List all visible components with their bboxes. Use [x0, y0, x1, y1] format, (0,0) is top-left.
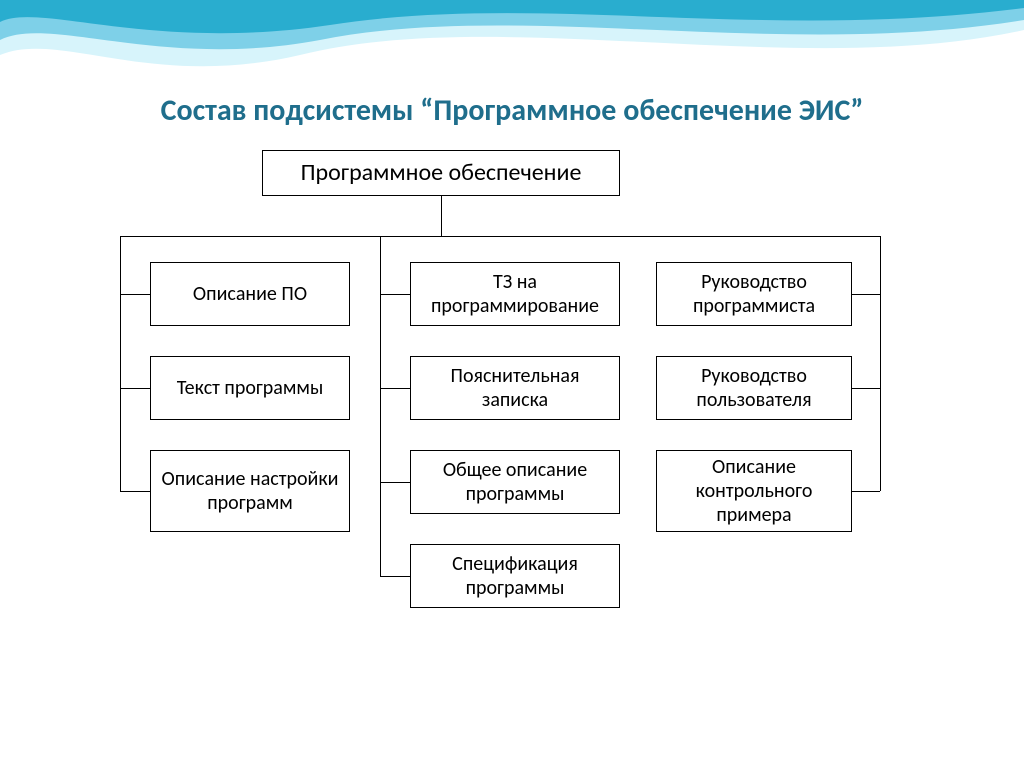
- connector: [380, 236, 381, 576]
- connector: [380, 576, 410, 577]
- connector: [120, 236, 121, 491]
- tree-node: Описание настройки программ: [150, 450, 350, 532]
- tree-node-label: Общее описание программы: [419, 458, 611, 506]
- tree-node-label: Описание настройки программ: [159, 467, 341, 515]
- tree-node-label: Пояснительная записка: [419, 364, 611, 412]
- tree-node-label: Руководство программиста: [665, 270, 843, 318]
- connector: [852, 388, 880, 389]
- tree-node: Текст программы: [150, 356, 350, 420]
- connector: [380, 388, 410, 389]
- connector: [120, 491, 150, 492]
- tree-node-label: Руководство пользователя: [665, 364, 843, 412]
- root-node-label: Программное обеспечение: [301, 159, 582, 188]
- connector: [380, 482, 410, 483]
- tree-node-label: Текст программы: [177, 376, 324, 400]
- connector: [852, 294, 880, 295]
- connector: [120, 388, 150, 389]
- tree-node: Руководство программиста: [656, 262, 852, 326]
- tree-node-label: Описание контрольного примера: [665, 455, 843, 527]
- tree-node-label: Описание ПО: [193, 282, 307, 306]
- wave-banner: [0, 0, 1024, 80]
- tree-node: Пояснительная записка: [410, 356, 620, 420]
- tree-node: ТЗ на программирование: [410, 262, 620, 326]
- connector: [880, 236, 881, 491]
- connector: [120, 294, 150, 295]
- tree-node: Руководство пользователя: [656, 356, 852, 420]
- root-node: Программное обеспечение: [262, 150, 620, 196]
- tree-node: Спецификация программы: [410, 544, 620, 608]
- connector: [441, 196, 442, 236]
- slide-title: Состав подсистемы “Программное обеспечен…: [0, 92, 1024, 129]
- wave-1: [0, 0, 1024, 33]
- wave-3: [0, 0, 1024, 66]
- tree-node: Описание контрольного примера: [656, 450, 852, 532]
- connector: [120, 236, 880, 237]
- connector: [852, 491, 880, 492]
- tree-node: Общее описание программы: [410, 450, 620, 514]
- tree-node: Описание ПО: [150, 262, 350, 326]
- tree-node-label: ТЗ на программирование: [419, 270, 611, 318]
- tree-node-label: Спецификация программы: [419, 552, 611, 600]
- wave-2: [0, 0, 1024, 49]
- connector: [380, 294, 410, 295]
